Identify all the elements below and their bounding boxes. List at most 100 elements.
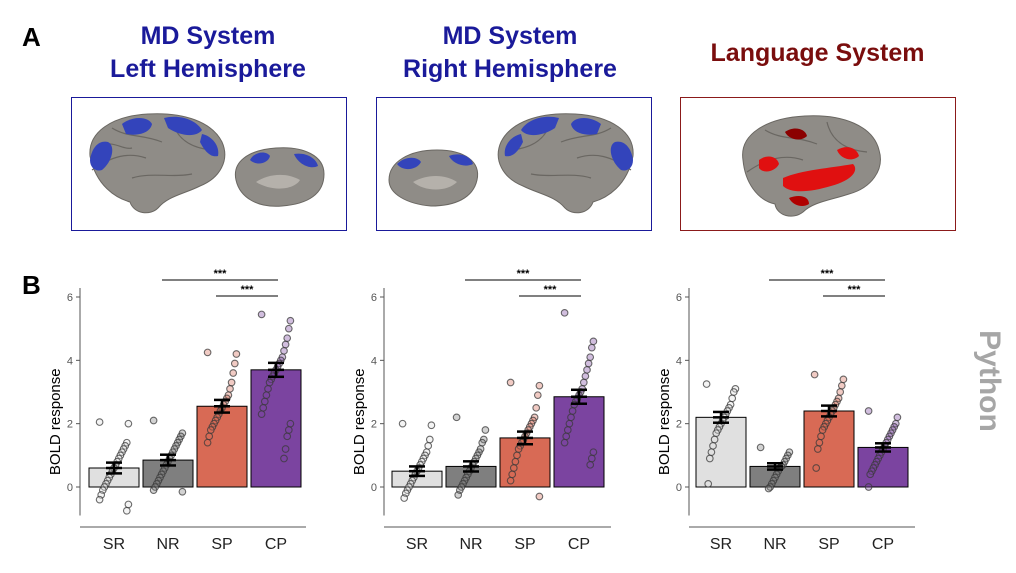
data-point-sp	[506, 476, 515, 485]
md-left-brain-panel	[71, 97, 347, 231]
x-tick-label-sp: SP	[818, 536, 839, 553]
panel-label-a: A	[22, 22, 41, 52]
y-axis-label: BOLD response	[351, 368, 368, 475]
y-tick-label-0: 0	[371, 482, 377, 494]
significance-label-2: ***	[848, 284, 862, 296]
data-point-sp	[226, 384, 234, 393]
data-point-sr	[424, 441, 433, 450]
y-tick-label-6: 6	[676, 292, 682, 304]
data-point-sp	[227, 378, 236, 387]
data-point-cp	[560, 308, 569, 317]
significance-label-1: ***	[214, 268, 228, 280]
data-point-sp	[533, 391, 542, 400]
data-point-sr	[729, 388, 738, 396]
significance-label-2: ***	[241, 284, 255, 296]
data-point-cp	[265, 378, 274, 387]
data-point-sp	[839, 375, 848, 384]
data-point-sr	[124, 500, 133, 509]
y-axis-label: BOLD response	[47, 368, 64, 475]
language-brain-panel	[680, 97, 956, 231]
data-point-cp	[864, 483, 873, 491]
data-point-sp	[203, 348, 212, 357]
data-point-sp	[532, 403, 541, 412]
data-point-cp	[562, 432, 571, 441]
data-point-sp	[511, 457, 520, 466]
data-point-sp	[837, 381, 846, 390]
data-point-sp	[513, 451, 521, 460]
bar-sp	[196, 405, 248, 488]
data-point-sp	[230, 359, 239, 368]
data-point-cp	[864, 407, 873, 415]
data-point-sp	[535, 492, 544, 501]
y-tick-label-4: 4	[371, 355, 377, 367]
significance-label-1: ***	[517, 268, 531, 280]
data-point-sp	[817, 432, 825, 441]
md-left-title-line1: MD System	[140, 22, 276, 50]
data-point-cp	[587, 454, 596, 463]
data-point-cp	[583, 365, 591, 374]
data-point-cp	[283, 334, 292, 343]
data-point-sr	[398, 419, 407, 428]
data-point-sr	[707, 448, 716, 457]
data-point-cp	[586, 460, 595, 469]
md-left-brain-illustration	[89, 113, 325, 214]
data-point-sr	[95, 418, 104, 426]
data-point-sp	[229, 369, 238, 377]
data-point-nr	[764, 484, 773, 493]
data-point-sp	[206, 426, 215, 434]
x-tick-label-sr: SR	[103, 536, 125, 553]
data-point-cp	[286, 419, 295, 428]
data-point-sp	[203, 438, 212, 447]
significance-label-2: ***	[544, 284, 558, 296]
data-point-cp	[589, 448, 598, 457]
data-point-nr	[481, 426, 490, 434]
lateral-brain-language	[742, 115, 881, 217]
data-point-cp	[280, 454, 288, 463]
data-point-nr	[452, 413, 461, 422]
data-point-nr	[478, 438, 487, 447]
data-point-cp	[866, 470, 875, 479]
y-tick-label-6: 6	[67, 292, 73, 304]
data-point-sp	[813, 445, 822, 453]
data-point-sr	[95, 495, 104, 504]
data-point-cp	[587, 343, 596, 352]
data-point-sp	[812, 464, 821, 472]
chart-3: 0 2 4 6 BOLD response SR NR SP CP *** ***	[656, 268, 915, 553]
lateral-brain-right	[497, 113, 634, 214]
x-tick-label-nr: NR	[459, 536, 482, 553]
data-point-cp	[589, 337, 598, 346]
data-point-sp	[508, 470, 517, 479]
lateral-brain-left	[89, 113, 226, 214]
bar-cp	[250, 369, 302, 488]
data-point-cp	[283, 432, 292, 441]
data-point-sr	[122, 506, 131, 515]
data-point-sp	[205, 432, 214, 441]
panel-label-b: B	[22, 270, 41, 300]
data-point-cp	[565, 419, 574, 428]
data-point-cp	[281, 445, 290, 453]
data-point-sp	[810, 370, 819, 379]
md-right-brain-panel	[376, 97, 652, 231]
data-point-cp	[280, 346, 288, 355]
y-tick-label-0: 0	[67, 482, 73, 494]
x-tick-label-sr: SR	[710, 536, 732, 553]
data-point-sr	[712, 429, 721, 438]
data-point-sp	[818, 426, 827, 434]
data-point-sp	[509, 464, 518, 472]
data-point-sr	[124, 419, 133, 428]
x-tick-label-cp: CP	[568, 536, 590, 553]
x-tick-label-cp: CP	[872, 536, 894, 553]
data-point-sr	[710, 435, 719, 444]
data-point-cp	[284, 426, 293, 434]
chart-2: 0 2 4 6 BOLD response SR NR SP CP *** ***	[351, 268, 611, 553]
data-point-cp	[259, 403, 268, 412]
data-point-nr	[149, 416, 158, 425]
x-tick-label-sp: SP	[514, 536, 535, 553]
data-point-cp	[260, 397, 269, 406]
data-point-cp	[281, 340, 290, 349]
data-point-sp	[232, 350, 241, 358]
y-tick-label-6: 6	[371, 292, 377, 304]
y-axis-label: BOLD response	[656, 368, 673, 475]
data-point-cp	[563, 426, 572, 434]
